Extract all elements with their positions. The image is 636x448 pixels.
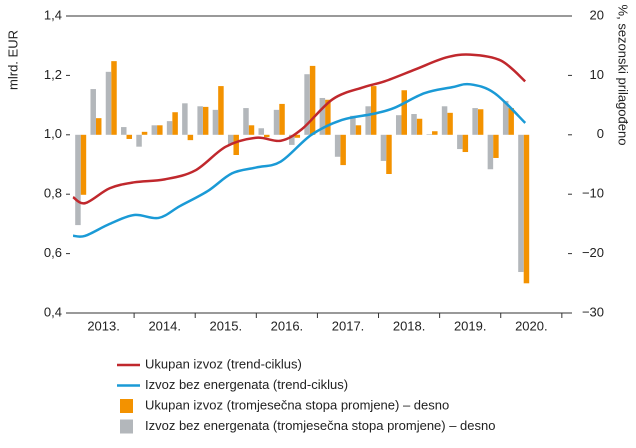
bar <box>370 86 377 135</box>
bar <box>334 134 341 157</box>
x-tick-label: 2014. <box>148 318 181 333</box>
x-tick-label: 2015. <box>210 318 243 333</box>
bar <box>243 108 249 135</box>
x-tick-label: 2019. <box>454 318 487 333</box>
trend-line <box>72 82 527 238</box>
legend-label: Izvoz bez energenata (tromjesečna stopa … <box>145 418 495 433</box>
bar <box>157 125 163 135</box>
bar <box>304 74 310 135</box>
legend-label: Izvoz bez energenata (trend-ciklus) <box>145 377 348 392</box>
bar <box>350 115 356 135</box>
y-tick-label: 1,0 <box>44 126 62 141</box>
bar <box>126 134 133 139</box>
bar <box>80 134 87 195</box>
y-tick-label: 0,8 <box>44 186 62 201</box>
bar <box>487 134 494 170</box>
bar <box>502 100 509 135</box>
legend-swatch <box>120 419 133 434</box>
bar <box>75 134 81 226</box>
bar <box>233 134 239 155</box>
bar <box>151 125 158 135</box>
bar <box>218 86 224 135</box>
y-axis-title: mlrd. EUR <box>5 30 20 90</box>
bar <box>432 131 438 135</box>
bar <box>202 106 209 135</box>
bar <box>105 71 112 135</box>
bar <box>386 134 392 175</box>
bar <box>319 97 326 135</box>
bar <box>172 112 178 135</box>
bar <box>447 112 453 135</box>
x-tick-label: 2016. <box>271 318 304 333</box>
bar <box>166 121 173 135</box>
bar <box>426 134 433 135</box>
x-tick-label: 2017. <box>332 318 365 333</box>
bar <box>441 106 448 135</box>
bar <box>325 99 331 135</box>
bar <box>227 134 234 145</box>
bar <box>457 134 463 150</box>
x-tick-label: 2020. <box>515 318 548 333</box>
y2-tick-label: −30 <box>582 304 604 319</box>
y2-tick-label: 10 <box>590 67 604 82</box>
bar <box>365 106 371 135</box>
bar <box>136 134 142 147</box>
bar <box>401 90 407 135</box>
bar <box>90 89 96 135</box>
y-tick-label: 0,6 <box>44 245 62 260</box>
y2-axis-title: %, sezonski prilagođeno <box>616 5 631 146</box>
legend-swatch <box>120 399 133 413</box>
bar <box>355 125 362 135</box>
bar <box>248 125 255 135</box>
bar <box>264 134 270 138</box>
bar <box>472 108 478 135</box>
bar <box>309 65 316 135</box>
bar <box>523 134 530 284</box>
bar <box>279 103 285 135</box>
bar <box>289 134 295 145</box>
y2-tick-label: −20 <box>582 245 604 260</box>
bar <box>493 134 499 158</box>
bar <box>95 118 102 135</box>
bar <box>212 109 219 135</box>
y2-tick-label: 20 <box>590 7 604 22</box>
bar <box>477 109 484 135</box>
x-tick-label: 2013. <box>87 318 120 333</box>
y2-tick-label: −10 <box>582 186 604 201</box>
y-tick-label: 1,2 <box>44 67 62 82</box>
trend-line <box>72 53 527 205</box>
bar <box>411 114 417 135</box>
y2-tick-label: 0 <box>597 126 604 141</box>
x-tick-label: 2018. <box>393 318 426 333</box>
bar <box>518 134 524 273</box>
bar <box>462 134 469 153</box>
y-tick-label: 0,4 <box>44 304 62 319</box>
legend-label: Ukupan izvoz (trend-ciklus) <box>145 356 302 371</box>
y-tick-label: 1,4 <box>44 7 62 22</box>
bar <box>273 109 280 135</box>
legend-label: Ukupan izvoz (tromjesečna stopa promjene… <box>145 397 449 412</box>
bar <box>197 106 203 135</box>
bar <box>340 134 346 166</box>
bar <box>508 108 514 135</box>
bar <box>395 115 402 135</box>
bar <box>141 131 148 135</box>
bar <box>258 128 265 135</box>
bar <box>121 127 127 135</box>
bar <box>416 118 423 135</box>
bar <box>182 103 188 135</box>
bar <box>380 134 387 161</box>
bar <box>294 134 301 138</box>
bar <box>187 134 194 141</box>
bar <box>111 61 117 135</box>
